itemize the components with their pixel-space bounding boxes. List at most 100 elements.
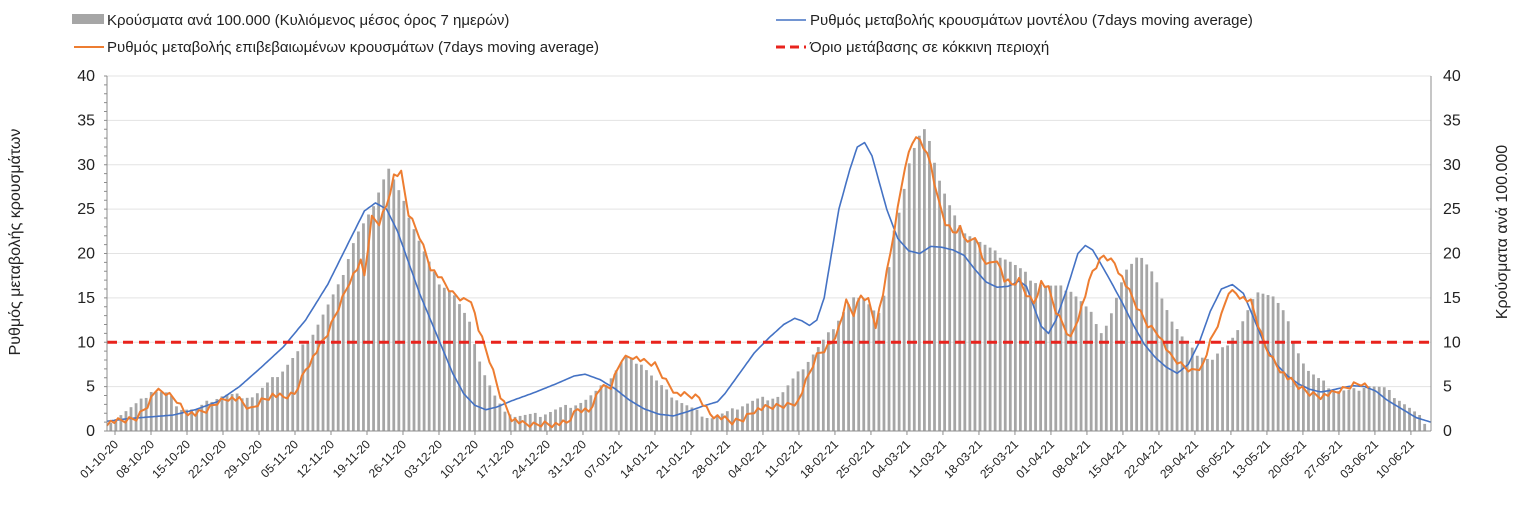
y-right-tick-label: 35 xyxy=(1443,112,1461,129)
bar xyxy=(882,295,886,431)
bar xyxy=(432,271,436,431)
bar xyxy=(407,217,411,431)
bar xyxy=(923,129,926,431)
bar xyxy=(584,399,588,431)
bar xyxy=(1044,285,1048,431)
bar xyxy=(533,412,537,431)
bar xyxy=(442,287,446,431)
bar xyxy=(301,344,305,431)
bar xyxy=(1120,282,1123,431)
bar xyxy=(902,188,906,431)
bar xyxy=(377,192,381,431)
x-tick-label: 12-11-20 xyxy=(294,437,337,480)
bar xyxy=(640,364,643,431)
x-tick-label: 10-12-20 xyxy=(437,437,481,481)
bar xyxy=(468,321,471,431)
y-left-tick-label: 0 xyxy=(86,423,95,440)
bar xyxy=(953,215,957,431)
bar xyxy=(1115,297,1118,431)
bar xyxy=(483,375,487,431)
bar xyxy=(943,193,946,431)
bar xyxy=(725,411,729,431)
legend-label-bars: Κρούσματα ανά 100.000 (Κυλιόμενος μέσος … xyxy=(107,12,509,29)
bar xyxy=(180,409,183,431)
bar xyxy=(114,419,118,431)
bar xyxy=(528,413,532,431)
bar xyxy=(862,298,866,431)
bar xyxy=(245,397,249,431)
bar xyxy=(1372,386,1376,431)
bar xyxy=(372,206,375,431)
bar xyxy=(296,351,300,431)
bar xyxy=(149,391,153,431)
x-tick-label: 03-06-21 xyxy=(1337,437,1381,481)
bar xyxy=(1109,313,1113,431)
bar xyxy=(998,257,1002,431)
x-tick-label: 01-04-21 xyxy=(1013,437,1057,481)
bar xyxy=(200,404,204,431)
bar xyxy=(877,312,881,431)
bar xyxy=(276,377,279,431)
bar xyxy=(1377,386,1381,431)
x-tick-label: 08-10-20 xyxy=(113,437,157,481)
y-left-tick-label: 10 xyxy=(77,334,95,351)
x-tick-label: 24-12-20 xyxy=(509,437,553,481)
bar xyxy=(346,259,350,431)
x-tick-label: 29-04-21 xyxy=(1157,437,1201,481)
bar xyxy=(1403,404,1406,431)
bar xyxy=(872,310,876,431)
bar xyxy=(978,241,982,431)
bar xyxy=(1175,329,1179,431)
bar xyxy=(1312,374,1315,431)
x-tick-label: 06-05-21 xyxy=(1193,437,1237,481)
bar xyxy=(710,418,714,431)
bar xyxy=(917,135,921,431)
bar xyxy=(1423,423,1427,431)
bar xyxy=(250,397,254,431)
y-right-tick-label: 0 xyxy=(1443,423,1452,440)
bar xyxy=(670,397,674,431)
bar xyxy=(1236,330,1240,431)
bar xyxy=(1195,355,1199,431)
bar xyxy=(766,400,770,431)
x-tick-label: 18-03-21 xyxy=(941,437,985,481)
bar xyxy=(1104,325,1108,431)
bar xyxy=(1392,398,1396,431)
x-tick-label: 25-02-21 xyxy=(833,437,877,481)
bar xyxy=(599,385,603,431)
bar xyxy=(1317,378,1320,431)
bar xyxy=(1180,336,1184,431)
bar xyxy=(463,312,466,431)
bar xyxy=(190,409,194,431)
bar xyxy=(1165,310,1169,431)
bar xyxy=(1231,337,1235,431)
bar xyxy=(473,344,477,431)
bar xyxy=(215,398,219,431)
bar xyxy=(730,408,734,431)
y-right-tick-label: 25 xyxy=(1443,201,1461,218)
y-right-tick-label: 40 xyxy=(1443,68,1461,85)
bar xyxy=(761,396,765,431)
bar xyxy=(1039,284,1043,431)
bar xyxy=(210,401,214,431)
bar xyxy=(195,408,199,431)
bar xyxy=(321,314,325,431)
bar xyxy=(109,423,113,431)
bar xyxy=(255,393,259,431)
bar xyxy=(1034,283,1037,431)
bar xyxy=(756,398,760,431)
bar xyxy=(412,229,416,431)
bar xyxy=(938,180,941,431)
bar xyxy=(1226,345,1229,431)
bar xyxy=(1205,358,1209,431)
bar xyxy=(958,225,962,431)
bar xyxy=(781,392,785,431)
bar xyxy=(559,407,562,431)
bar xyxy=(892,230,896,431)
x-tick-label: 14-01-21 xyxy=(617,437,661,481)
bar xyxy=(1322,380,1326,431)
x-tick-label: 27-05-21 xyxy=(1301,437,1345,481)
x-tick-label: 01-10-20 xyxy=(77,437,121,481)
y-left-axis-title: Ρυθμός μεταβολής κρουσμάτων xyxy=(7,129,24,356)
legend: Κρούσματα ανά 100.000 (Κυλιόμενος μέσος … xyxy=(72,12,1253,56)
